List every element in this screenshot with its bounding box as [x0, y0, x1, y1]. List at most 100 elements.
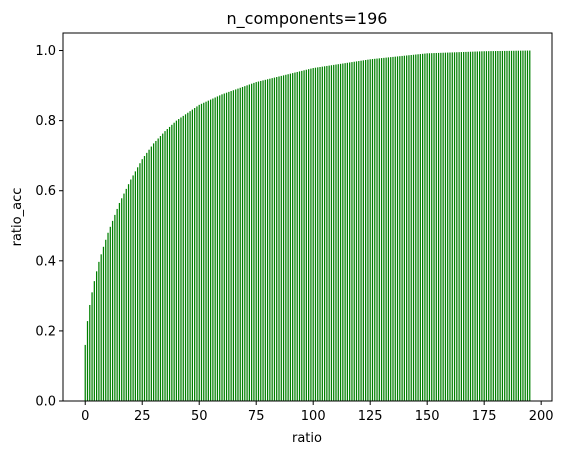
bar [360, 60, 362, 401]
x-tick-label: 0 [81, 409, 89, 424]
bar [374, 58, 376, 402]
bar [422, 53, 424, 402]
bar [205, 101, 207, 401]
bar [164, 131, 166, 401]
bar [162, 133, 164, 401]
bar [221, 94, 223, 401]
bar [109, 226, 111, 401]
bar [207, 100, 209, 401]
y-tick-label: 0.2 [35, 324, 56, 339]
bar [333, 64, 335, 401]
bar [481, 51, 483, 402]
bar [478, 51, 481, 401]
bar [504, 50, 506, 401]
y-tick-label: 1.0 [35, 44, 56, 59]
bar [339, 63, 342, 402]
x-tick-label: 100 [301, 409, 326, 424]
y-tick-label: 0.0 [35, 395, 56, 410]
bar [517, 50, 519, 401]
x-tick-label: 50 [191, 409, 208, 424]
x-tick-label: 125 [358, 409, 383, 424]
y-tick-label: 0.6 [35, 184, 56, 199]
bar [200, 103, 203, 402]
bar [474, 51, 476, 402]
bar [191, 109, 193, 401]
bar [371, 59, 374, 402]
bar [98, 261, 100, 401]
bar [276, 77, 278, 402]
x-axis-label: ratio [292, 431, 322, 446]
bar [380, 58, 383, 402]
y-tick-label: 0.8 [35, 114, 56, 129]
bar [431, 53, 433, 401]
bar [255, 82, 257, 401]
bar [223, 93, 225, 402]
bar [335, 64, 337, 401]
bar [157, 138, 159, 402]
bar [483, 51, 485, 401]
bar [376, 58, 378, 401]
bar [437, 52, 440, 401]
bar [323, 66, 326, 402]
bar [114, 214, 116, 401]
bar [298, 71, 301, 401]
bar [497, 51, 499, 401]
plot-frame [62, 32, 553, 402]
bar [148, 149, 150, 401]
bar [403, 55, 406, 402]
bar [230, 91, 232, 401]
bar [266, 79, 269, 401]
x-tick-label: 200 [529, 409, 554, 424]
bar [469, 51, 472, 401]
bar [139, 163, 141, 401]
bar [310, 68, 312, 402]
bar [180, 117, 182, 402]
bar [214, 97, 216, 402]
bar [237, 88, 239, 402]
bar [428, 53, 431, 402]
bar [337, 64, 339, 401]
bar [194, 108, 196, 401]
bar [367, 59, 369, 401]
x-tick-label: 175 [472, 409, 497, 424]
bar [453, 52, 456, 401]
bar [212, 98, 214, 401]
bar [440, 52, 442, 401]
bar [506, 50, 508, 402]
bar [182, 115, 184, 401]
bar [301, 70, 303, 401]
bar [244, 86, 246, 401]
bar [125, 188, 127, 401]
bar [198, 104, 200, 401]
bar [282, 75, 285, 401]
bar [280, 75, 282, 402]
bar [458, 52, 460, 402]
chart-title: n_components=196 [227, 9, 388, 29]
bar [303, 70, 305, 401]
bars [84, 50, 531, 402]
bar [529, 50, 531, 402]
bar [467, 51, 469, 402]
bar [289, 73, 292, 401]
bar [235, 89, 237, 402]
bar [463, 51, 465, 401]
bar [447, 52, 449, 401]
bar [219, 95, 221, 401]
bar [501, 50, 504, 401]
bar [317, 67, 319, 401]
bar [490, 51, 492, 402]
bar [394, 56, 396, 401]
bar [362, 60, 364, 402]
bar [465, 51, 467, 402]
bar [396, 56, 399, 402]
bar [510, 50, 513, 402]
bar [399, 56, 401, 401]
bar [146, 152, 148, 401]
bar [102, 246, 105, 401]
bar [444, 52, 447, 402]
bar [330, 65, 333, 402]
bar [328, 65, 330, 401]
x-tick-label: 25 [134, 409, 151, 424]
bar [132, 175, 134, 401]
